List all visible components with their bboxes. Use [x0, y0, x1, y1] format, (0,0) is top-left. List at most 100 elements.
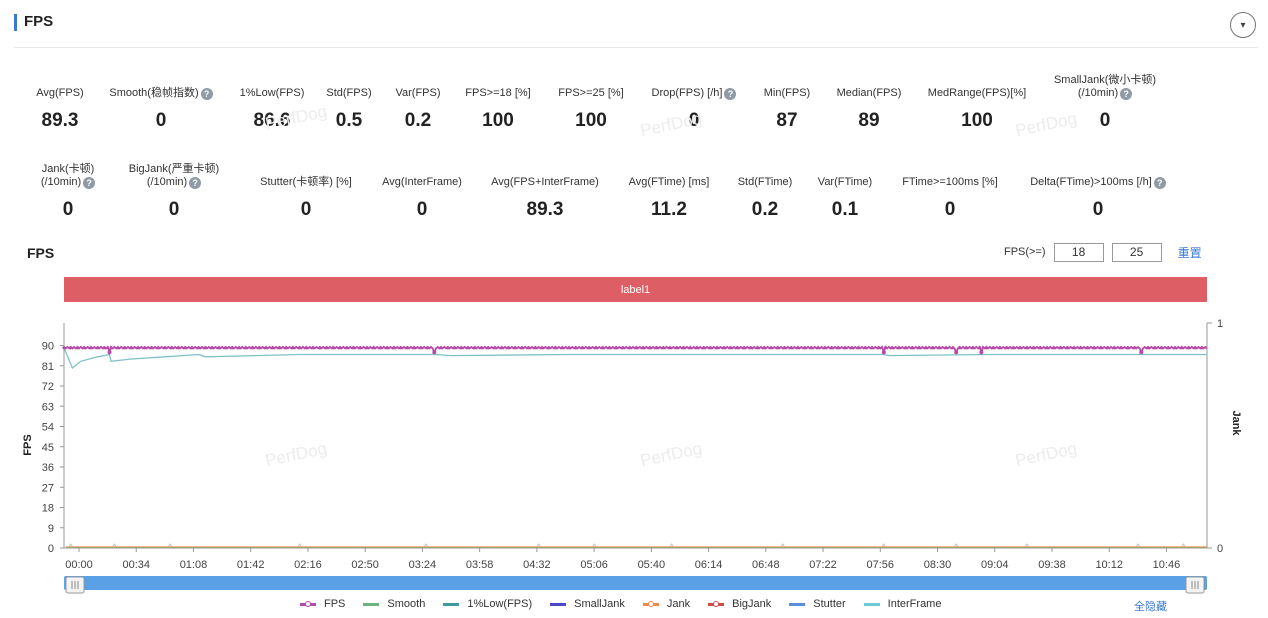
- fps-point: [298, 346, 302, 350]
- y-tick-label: 90: [42, 341, 54, 353]
- reset-button[interactable]: 重置: [1177, 245, 1202, 260]
- fps-point: [304, 346, 308, 350]
- metric-label-text: BigJank(严重卡顿): [128, 163, 220, 175]
- fps-point: [910, 346, 915, 350]
- legend-swatch-icon: [789, 602, 806, 606]
- help-icon[interactable]: ?: [83, 177, 96, 189]
- jank-point: [167, 543, 173, 548]
- fps-threshold-controls: FPS(>=) 重置: [1004, 242, 1202, 262]
- legend-item[interactable]: InterFrame: [863, 598, 941, 610]
- fps-point: [560, 346, 564, 350]
- legend-label: Smooth: [387, 598, 426, 610]
- fps-point: [385, 346, 389, 350]
- fps-point: [1133, 346, 1137, 350]
- fps-chart[interactable]: 0 9 18 27 36 45 54 63 72 81 90 0 1 00:00 00:34 01:08 01:…: [0, 300, 1268, 598]
- fps-dip-point: [432, 350, 437, 355]
- collapse-icon[interactable]: ▾: [1230, 12, 1256, 38]
- metric-r2-2: Stutter(卡顿率) [%] 0: [231, 153, 381, 233]
- fps-point: [358, 346, 362, 350]
- metric-label-text: Smooth(稳帧指数): [109, 87, 199, 99]
- label-bar[interactable]: label1: [64, 277, 1207, 302]
- fps-point: [681, 346, 686, 350]
- legend-item[interactable]: Stutter: [789, 598, 846, 610]
- metric-value: 11.2: [651, 199, 687, 220]
- legend-marker-icon: [647, 600, 654, 607]
- fps-point: [735, 346, 739, 350]
- fps-point: [830, 346, 834, 350]
- help-icon[interactable]: ?: [200, 88, 213, 100]
- fps-point: [237, 346, 241, 350]
- fps-point: [163, 346, 167, 350]
- metric-label-text: Std(FPS): [326, 87, 372, 99]
- fps-point: [648, 346, 652, 350]
- threshold-input-1[interactable]: [1053, 242, 1104, 262]
- fps-point: [769, 346, 773, 350]
- metric-label: Var(FTime): [770, 176, 920, 189]
- fps-point: [466, 346, 470, 350]
- fps-point: [446, 346, 450, 350]
- fps-point: [796, 346, 800, 350]
- fps-section-header: FPS ▾: [14, 10, 1258, 48]
- metric-label: BigJank(严重卡顿) (/10min)?: [99, 163, 249, 189]
- fps-point: [129, 346, 133, 350]
- legend-item[interactable]: 1%Low(FPS): [443, 598, 532, 610]
- legend-item[interactable]: BigJank: [708, 598, 771, 610]
- y2-tick-label: 1: [1217, 318, 1223, 330]
- metric-label: Std(FPS): [274, 87, 424, 100]
- fps-point: [116, 346, 120, 350]
- fps-point: [1032, 346, 1036, 350]
- help-icon[interactable]: ?: [1153, 177, 1166, 189]
- fps-point: [1119, 346, 1123, 350]
- legend-label: BigJank: [732, 598, 772, 610]
- fps-point: [271, 346, 275, 350]
- fps-point: [1173, 346, 1177, 350]
- help-icon[interactable]: ?: [189, 177, 202, 189]
- metric-label: MedRange(FPS)[%]: [902, 87, 1052, 100]
- x-tick-label: 01:42: [237, 559, 265, 571]
- fps-point: [109, 346, 113, 350]
- legend-label: FPS: [324, 598, 346, 610]
- fps-point: [1193, 346, 1197, 350]
- help-icon[interactable]: ?: [724, 88, 737, 100]
- fps-point: [1052, 346, 1056, 350]
- help-icon[interactable]: ?: [1120, 88, 1133, 100]
- metric-value: 89.3: [526, 199, 564, 220]
- metric-value: 100: [482, 110, 514, 131]
- metric-value: 100: [961, 110, 993, 131]
- fps-point: [412, 346, 416, 350]
- legend-item[interactable]: Smooth: [363, 598, 425, 610]
- x-tick-label: 00:00: [65, 559, 93, 571]
- fps-point: [486, 346, 490, 350]
- legend-swatch-icon: [443, 602, 460, 606]
- fps-point: [540, 346, 544, 350]
- fps-dip-point: [1139, 350, 1144, 355]
- metric-r2-1: BigJank(严重卡顿) (/10min)? 0: [99, 153, 249, 233]
- x-tick-label: 09:38: [1038, 559, 1066, 571]
- legend-swatch-icon: [300, 600, 316, 607]
- fps-point: [1146, 346, 1150, 350]
- fps-point: [580, 346, 585, 350]
- fps-point: [1106, 346, 1110, 350]
- range-slider-track[interactable]: [64, 576, 1207, 590]
- legend-item[interactable]: Jank: [642, 598, 690, 610]
- fps-point: [176, 346, 181, 350]
- y-tick-label: 18: [42, 503, 54, 515]
- metric-label-unit: (/10min): [40, 176, 82, 188]
- hide-all-button[interactable]: 全隐藏: [1134, 601, 1167, 613]
- legend-item[interactable]: FPS: [300, 598, 345, 610]
- metric-r1-2: 1%Low(FPS) 86.6: [197, 64, 347, 144]
- metric-r2-0: Jank(卡顿) (/10min)? 0: [0, 153, 143, 233]
- fps-point: [1092, 346, 1096, 350]
- metric-r1-9: Median(FPS) 89: [794, 64, 944, 144]
- fps-point: [749, 346, 753, 350]
- threshold-input-2[interactable]: [1111, 242, 1162, 262]
- fps-point: [378, 346, 383, 350]
- fps-dip-point: [881, 350, 886, 355]
- fps-point: [628, 346, 632, 350]
- legend-label: 1%Low(FPS): [467, 598, 533, 610]
- fps-point: [331, 346, 335, 350]
- legend-item[interactable]: SmallJank: [550, 598, 625, 610]
- fps-point: [863, 346, 867, 350]
- x-tick-label: 05:40: [638, 559, 666, 571]
- metric-label-text: Delta(FTime)>100ms [/h]: [1030, 176, 1152, 188]
